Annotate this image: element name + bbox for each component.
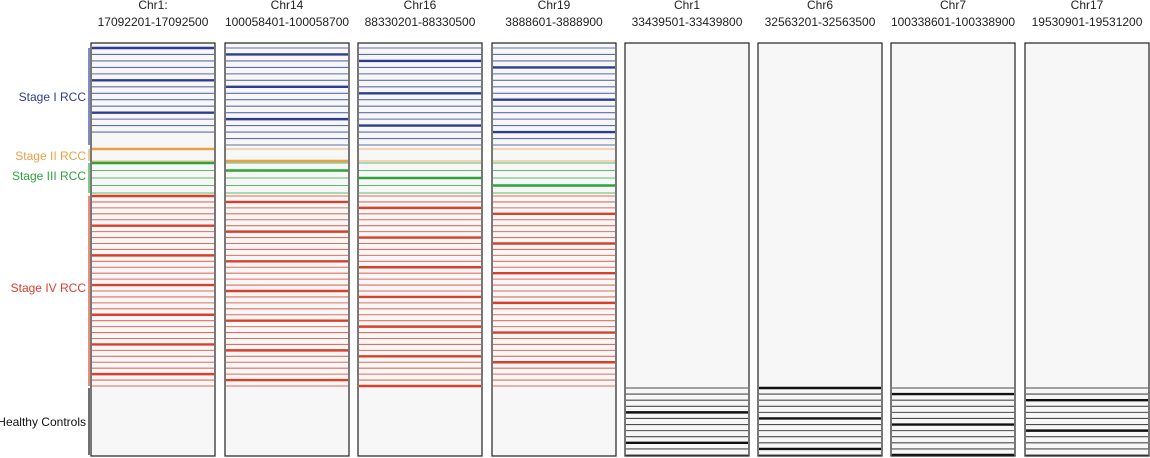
column-title-chr: Chr17: [1071, 0, 1104, 12]
column-title-chr: Chr16: [404, 0, 437, 12]
column-title-range: 33439501-33439800: [632, 15, 743, 29]
column-title-range: 17092201-17092500: [98, 15, 209, 29]
group-label-stage_2: Stage II RCC: [15, 149, 86, 163]
column-title-chr: Chr1: [674, 0, 700, 12]
column-title-range: 19530901-19531200: [1032, 15, 1143, 29]
heatmap-panel-border: [224, 42, 350, 457]
group-label-healthy: Healthy Controls: [0, 415, 86, 429]
column-title-range: 32563201-32563500: [765, 15, 876, 29]
column-title-range: 100338601-100338900: [891, 15, 1015, 29]
heatmap-panel-border: [90, 42, 216, 457]
heatmap-panel-background: [891, 43, 1015, 456]
heatmap-panel-border: [1024, 42, 1150, 457]
column-title-range: 100058401-100058700: [225, 15, 349, 29]
heatmap-panel-border: [491, 42, 617, 457]
column-title-range: 88330201-88330500: [365, 15, 476, 29]
group-label-stage_3: Stage III RCC: [12, 169, 86, 183]
column-title-chr: Chr6: [807, 0, 833, 12]
heatmap-panel-border: [624, 42, 750, 457]
column-title-chr: Chr7: [940, 0, 966, 12]
group-label-stage_4: Stage IV RCC: [11, 281, 87, 295]
heatmap-panel-border: [357, 42, 483, 457]
heatmap-panel-border: [890, 42, 1016, 457]
group-label-stage_1: Stage I RCC: [19, 90, 87, 104]
heatmap-panel-background: [1025, 43, 1149, 456]
heatmap-panel-border: [757, 42, 883, 457]
column-title-chr: Chr19: [538, 0, 571, 12]
column-title-chr: Chr14: [271, 0, 304, 12]
column-title-range: 3888601-3888900: [505, 15, 603, 29]
heatmap-panel-background: [625, 43, 749, 456]
column-title-chr: Chr1:: [138, 0, 167, 12]
